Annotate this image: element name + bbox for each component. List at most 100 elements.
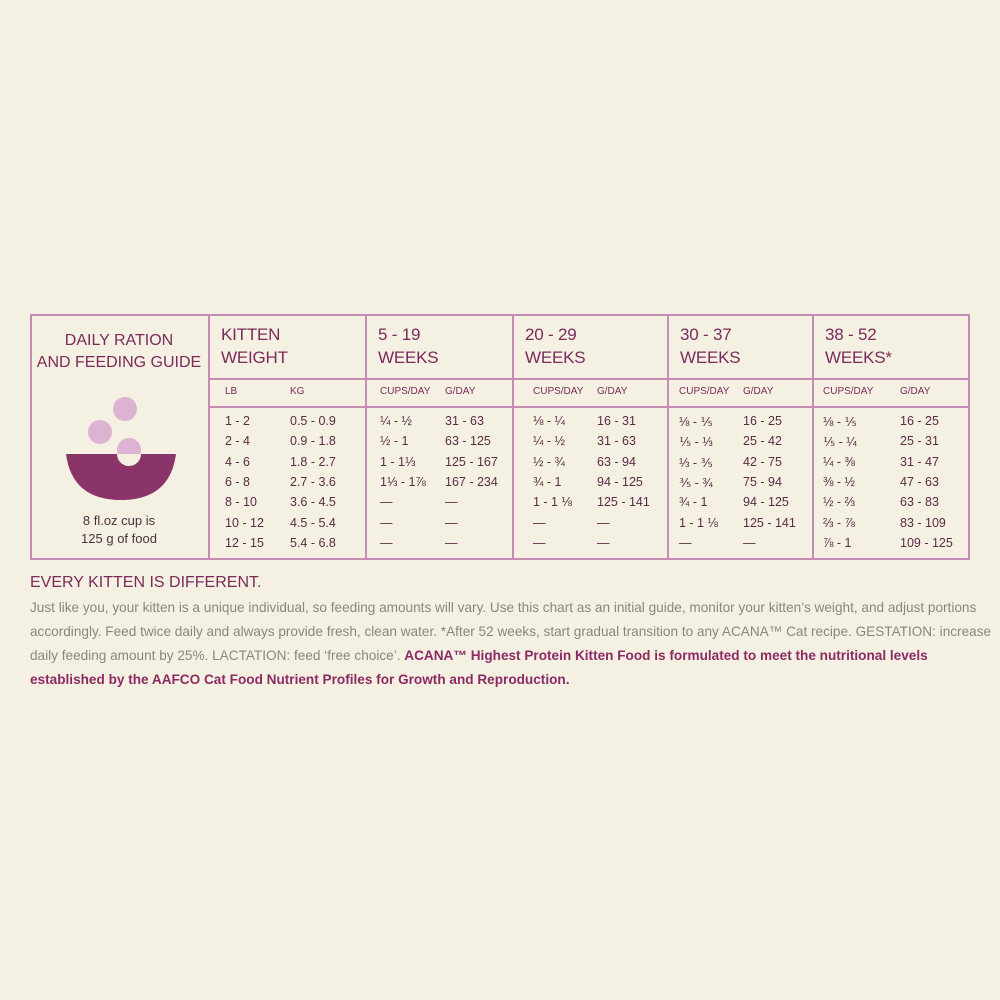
cell: 2 - 4 [225,434,251,449]
group-title: WEEKS [525,348,586,367]
cell: — [533,535,546,550]
cell: ½ - ¾ [533,454,565,469]
group-title: 38 - 52 [825,325,877,344]
cell: — [380,515,393,530]
subheader: G/DAY [445,386,476,397]
cell: 25 - 31 [900,434,939,449]
cell: ½ - ⅔ [823,495,855,510]
group-title: WEEKS [378,348,439,367]
guide-title-line: AND FEEDING GUIDE [36,354,202,371]
divider [365,314,367,560]
group-title: 20 - 29 [525,325,577,344]
divider [512,314,514,560]
cell: 16 - 25 [743,414,782,428]
cell: ¼ - ½ [533,434,565,449]
cell: 125 - 141 [597,495,650,510]
cell: 1 - 2 [225,414,251,428]
subheader: CUPS/DAY [380,386,431,397]
cell: — [380,535,393,550]
note-text: Just like you, your kitten is a unique i… [30,600,992,663]
cell: ½ - 1 [380,434,409,449]
cell: ⅕ - ¼ [823,435,857,450]
cell: — [679,535,692,550]
cell: ⅛ - ⅕ [679,415,713,429]
guide-title-line: DAILY RATION [64,332,174,349]
cell: 6 - 8 [225,474,251,489]
cell: ⅕ - ⅓ [679,435,713,450]
cell: 47 - 63 [900,474,939,489]
cell: 1.8 - 2.7 [290,454,336,469]
cell: ⅛ - ¼ [533,414,565,428]
cell: 16 - 25 [900,414,939,428]
cell: 16 - 31 [597,414,636,428]
cell: — [380,495,393,510]
cell: 94 - 125 [743,495,789,510]
subheader: G/DAY [900,386,931,397]
guide-title: DAILY RATION AND FEEDING GUIDE [30,330,208,374]
subheader: KG [290,386,305,397]
cell: 167 - 234 [445,474,498,489]
cell: — [445,515,458,530]
divider [812,314,814,560]
divider [667,314,669,560]
note-emphasis: ACANA™ Highest Protein Kitten Food is fo… [30,648,928,687]
cell: — [597,535,610,550]
cell: 4.5 - 5.4 [290,515,336,530]
bowl-icon [66,397,176,500]
cup-note-line: 125 g of food [81,531,157,546]
subheader: CUPS/DAY [533,386,584,397]
cell: 75 - 94 [743,474,782,489]
cell: 5.4 - 6.8 [290,535,336,550]
cell: — [533,515,546,530]
cell: 0.9 - 1.8 [290,434,336,449]
cell: 10 - 12 [225,515,264,530]
cell: 31 - 63 [445,414,484,428]
cell: — [445,495,458,510]
subheader: CUPS/DAY [679,386,730,397]
rule [208,406,970,408]
cell: ⅗ - ¾ [679,475,713,490]
cell: 12 - 15 [225,535,264,550]
note-body: Just like you, your kitten is a unique i… [30,596,1000,692]
cell: ¾ - 1 [533,474,562,489]
cell: 31 - 63 [597,434,636,449]
cell: ⅛ - ⅕ [823,415,857,429]
rule [208,378,970,380]
cell: ¾ - 1 [679,495,708,510]
cell: ⅓ - ⅗ [679,455,713,470]
group-title: 5 - 19 [378,325,421,344]
subheader: G/DAY [743,386,774,397]
note: EVERY KITTEN IS DIFFERENT. Just like you… [30,574,1000,692]
cup-note: 8 fl.oz cup is 125 g of food [30,512,208,548]
cell: 1 - 1⅓ [380,454,416,469]
cell: 31 - 47 [900,454,939,469]
subheader: CUPS/DAY [823,386,874,397]
cell: ¼ - ½ [380,414,412,428]
group-title: 30 - 37 [680,325,732,344]
cell: — [597,515,610,530]
cell: 1 - 1 ⅛ [679,515,718,530]
group-title: WEEKS [680,348,741,367]
cell: ⅞ - 1 [823,535,852,550]
cell: 63 - 94 [597,454,636,469]
group-title: WEEKS* [825,348,892,367]
cell: ⅜ - ½ [823,474,855,489]
cup-note-line: 8 fl.oz cup is [82,513,156,528]
cell: ¼ - ⅜ [823,454,855,469]
cell: — [445,535,458,550]
subheader: G/DAY [597,386,628,397]
cell: 4 - 6 [225,454,251,469]
cell: ⅔ - ⅞ [823,515,855,530]
cell: 63 - 125 [445,434,491,449]
cell: 63 - 83 [900,495,939,510]
group-title: KITTEN [221,325,281,344]
cell: 42 - 75 [743,454,782,469]
divider [208,314,210,560]
group-title: WEIGHT [221,348,288,367]
cell: 94 - 125 [597,474,643,489]
cell: 2.7 - 3.6 [290,474,336,489]
cell: 109 - 125 [900,535,953,550]
cell: 1⅓ - 1⅞ [380,474,426,489]
cell: 3.6 - 4.5 [290,495,336,510]
